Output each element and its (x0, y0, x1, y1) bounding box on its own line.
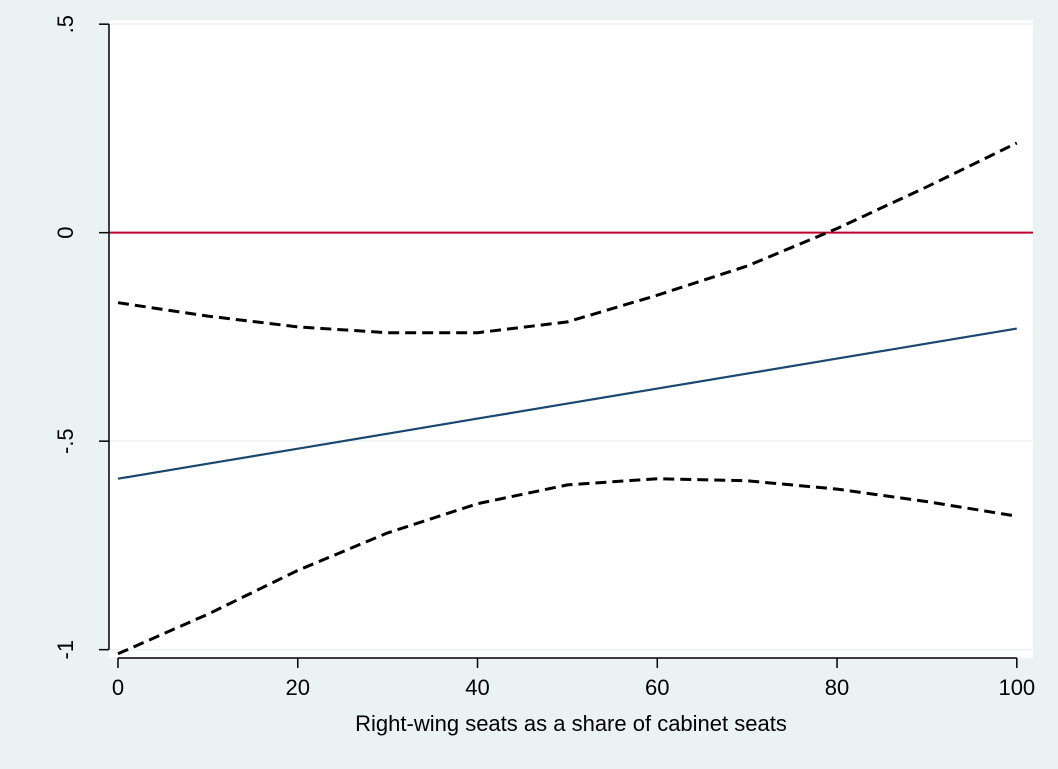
y-tick-label-2: 0 (53, 227, 78, 239)
x-axis: 0 20 40 60 80 100 (112, 657, 1035, 700)
y-axis: -1 -.5 0 .5 (53, 15, 110, 660)
series-line-upper-bound (117, 141, 1018, 335)
y-tick-label-1: -.5 (53, 428, 78, 454)
series-line-estimate (117, 327, 1017, 480)
x-tick-label-1: 20 (286, 675, 310, 700)
y-tick-label-0: -1 (53, 640, 78, 660)
plot-area (109, 20, 1033, 658)
x-tick-label-2: 40 (465, 675, 489, 700)
x-tick-label-0: 0 (112, 675, 124, 700)
y-tick-label-3: .5 (53, 15, 78, 33)
series-group (117, 141, 1018, 656)
series-line-lower-bound (117, 477, 1018, 656)
x-tick-label-4: 80 (825, 675, 849, 700)
x-axis-title: Right-wing seats as a share of cabinet s… (355, 711, 787, 736)
x-tick-label-5: 100 (998, 675, 1035, 700)
x-tick-label-3: 60 (645, 675, 669, 700)
